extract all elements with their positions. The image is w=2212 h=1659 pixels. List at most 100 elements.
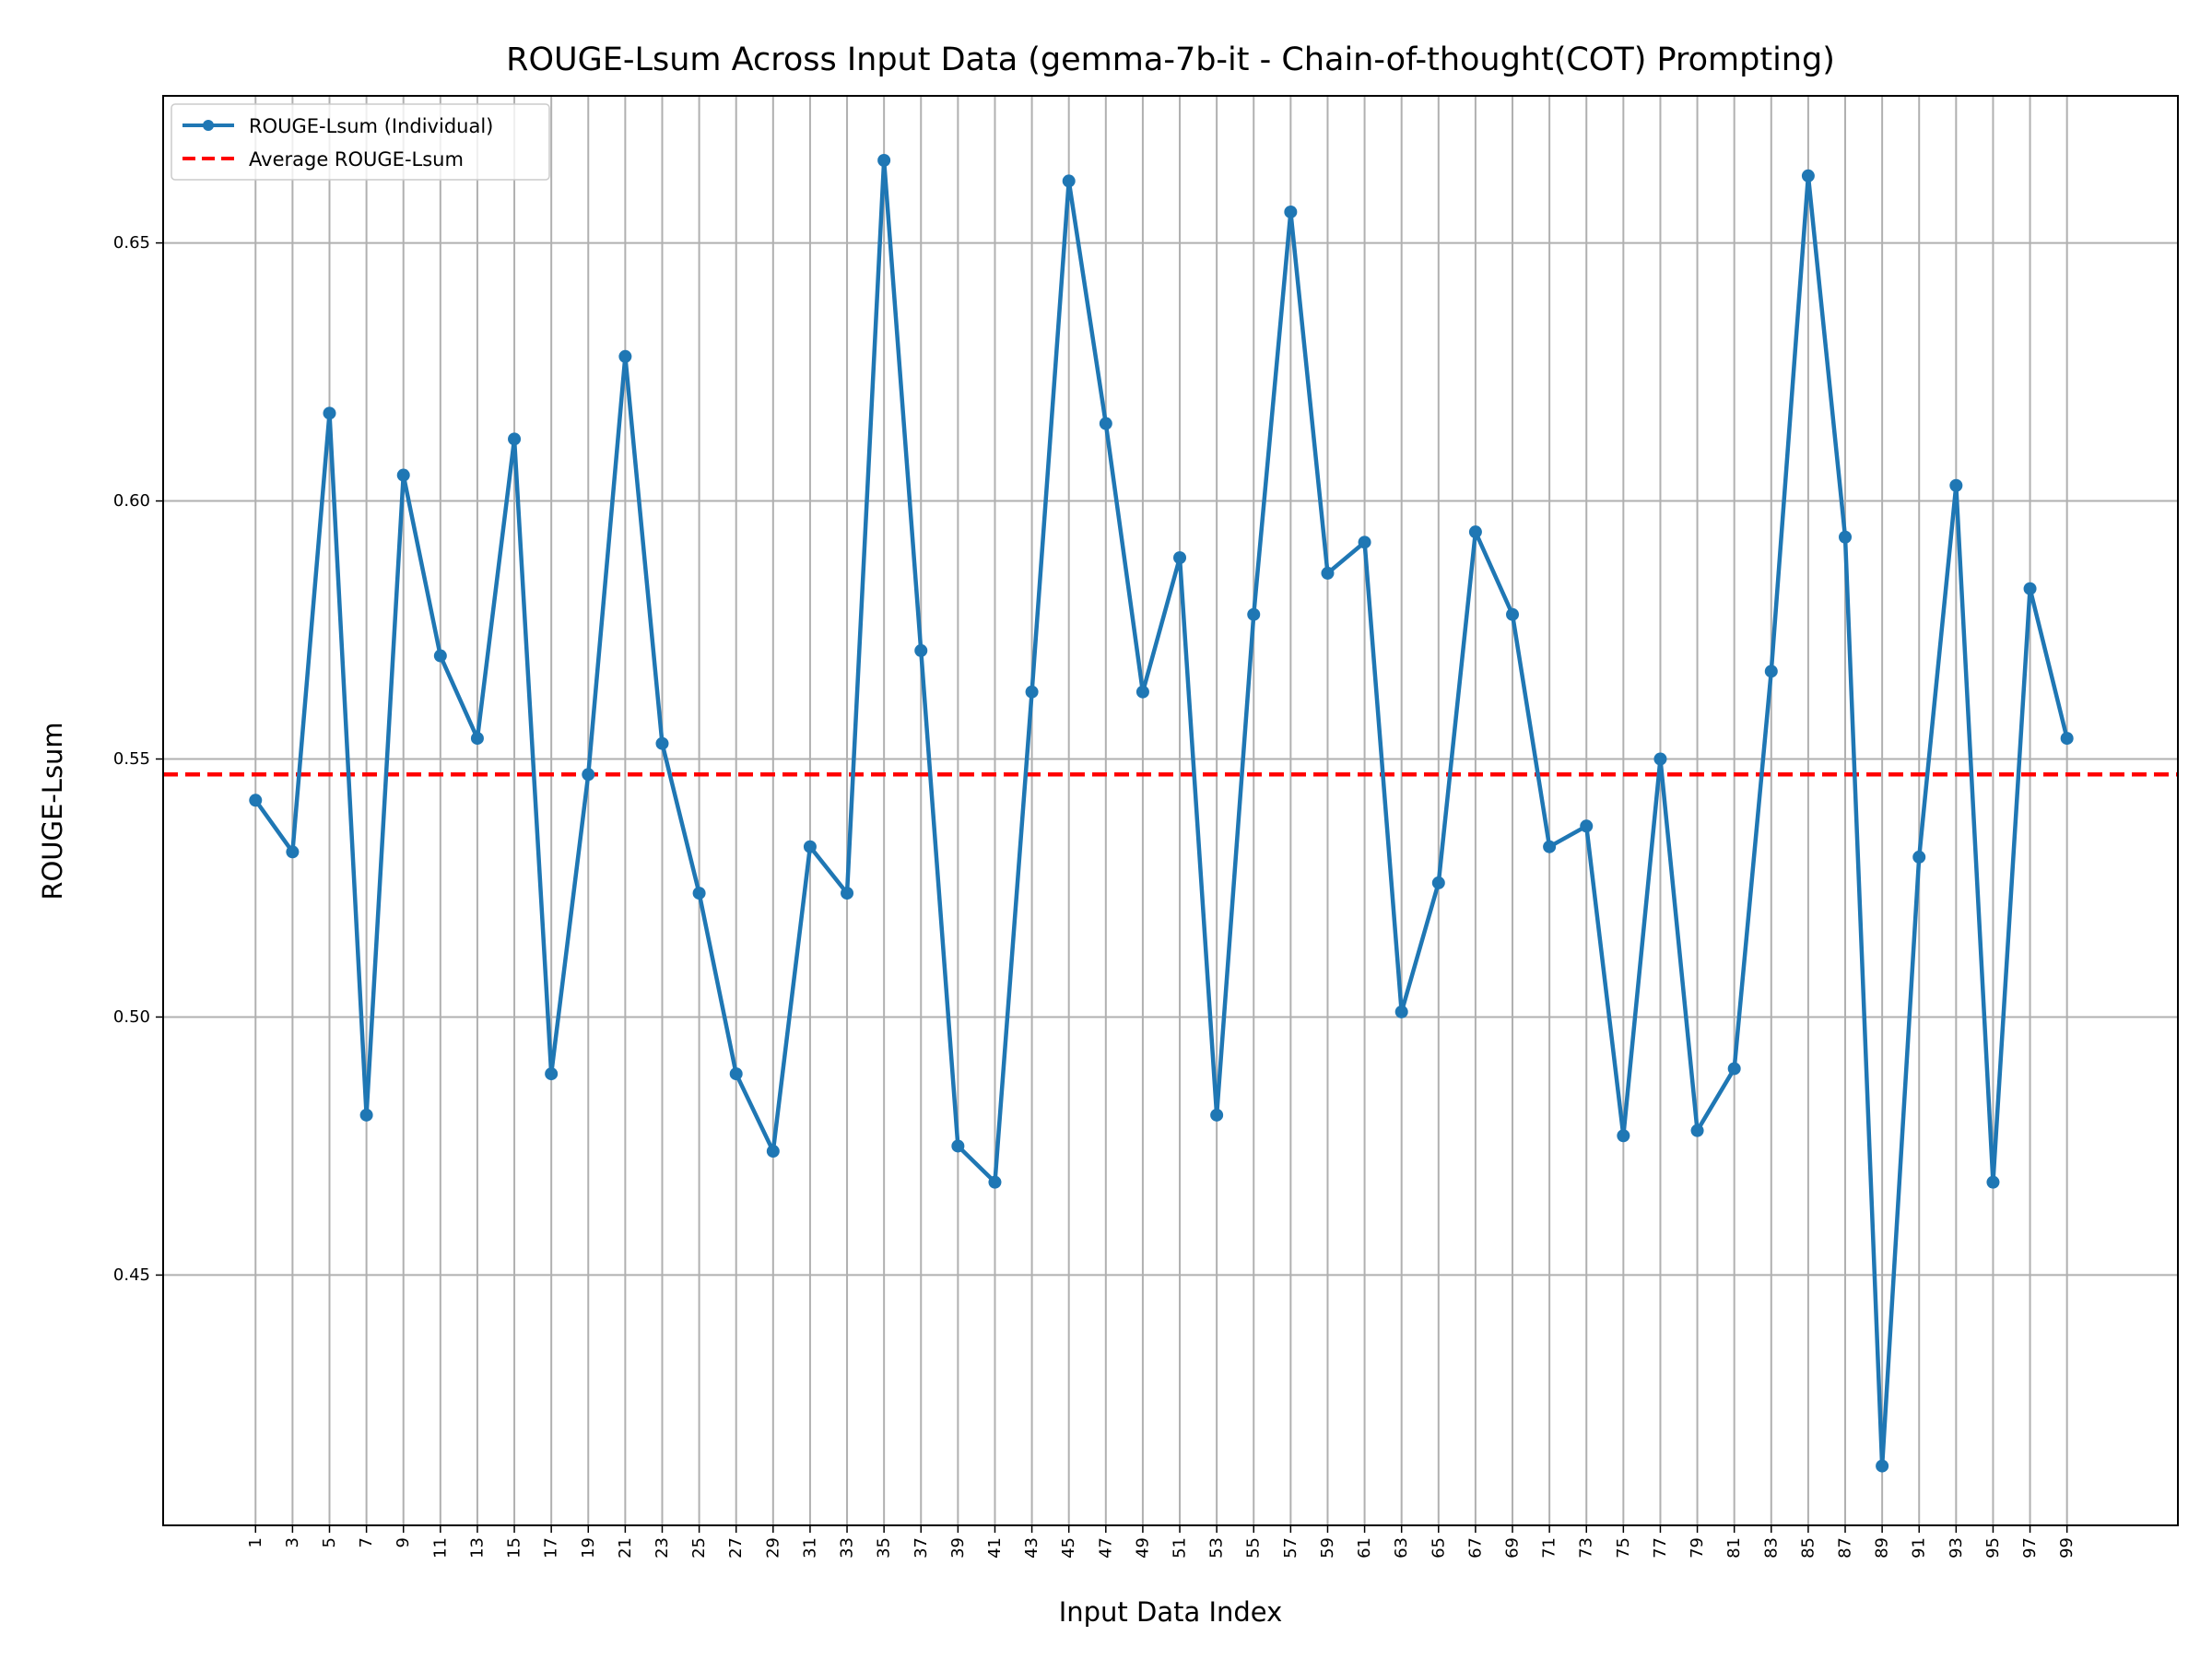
x-tick-label: 99 (2057, 1537, 2077, 1559)
x-tick-label: 79 (1688, 1537, 1707, 1559)
data-point (508, 432, 522, 446)
data-point (618, 349, 632, 363)
x-tick-label: 81 (1724, 1537, 1744, 1559)
data-point (729, 1067, 743, 1081)
x-tick-label: 25 (689, 1537, 709, 1559)
x-tick-label: 31 (800, 1537, 819, 1559)
y-tick-label: 0.55 (113, 749, 150, 769)
data-point (841, 887, 854, 900)
data-point (951, 1139, 965, 1153)
data-point (914, 643, 928, 657)
data-point (1801, 169, 1815, 182)
x-ticks: 1 3 5 7 9 11 13 15 17 19 21 23 25 27 29 31 33 35 37 39 41 43 4… (246, 1525, 2077, 1559)
x-tick-label: 29 (763, 1537, 782, 1559)
data-point (1912, 850, 1926, 864)
x-tick-label: 51 (1171, 1537, 1190, 1559)
data-point (1986, 1175, 2000, 1189)
data-point (1173, 551, 1187, 565)
data-point (470, 732, 484, 746)
data-point (1210, 1108, 1224, 1122)
data-point (1321, 566, 1335, 580)
data-point (1394, 1005, 1408, 1018)
legend-box (171, 103, 550, 181)
series-layer (249, 153, 2074, 1473)
data-point (545, 1067, 559, 1081)
data-point (1690, 1124, 1704, 1137)
x-tick-label: 59 (1318, 1537, 1337, 1559)
data-point (359, 1108, 373, 1122)
data-point (1543, 840, 1557, 853)
data-point (396, 468, 410, 482)
x-tick-label: 37 (912, 1537, 931, 1559)
x-tick-label: 83 (1761, 1537, 1781, 1559)
data-point (1839, 530, 1853, 544)
data-point (323, 406, 336, 420)
data-point (1099, 417, 1112, 430)
y-tick-label: 0.65 (113, 233, 150, 253)
data-point (433, 649, 447, 663)
data-point (1949, 478, 1963, 492)
x-tick-label: 93 (1947, 1537, 1966, 1559)
data-point (692, 887, 706, 900)
x-tick-label: 35 (875, 1537, 894, 1559)
x-tick-label: 39 (948, 1537, 968, 1559)
data-point (1431, 876, 1445, 889)
data-point (1062, 174, 1076, 188)
data-point (1025, 685, 1039, 699)
x-tick-label: 49 (1133, 1537, 1152, 1559)
x-tick-label: 67 (1465, 1537, 1485, 1559)
data-point (1876, 1459, 1889, 1473)
x-tick-label: 13 (467, 1537, 487, 1559)
series-line-individual (253, 158, 2069, 1468)
data-point (766, 1145, 780, 1159)
plot-frame (162, 95, 2179, 1526)
legend-marker-individual (203, 120, 214, 131)
x-tick-label: 95 (1983, 1537, 2003, 1559)
data-point (1617, 1129, 1630, 1143)
x-tick-label: 27 (726, 1537, 746, 1559)
data-point (1727, 1062, 1741, 1076)
x-tick-label: 15 (505, 1537, 524, 1559)
x-tick-label: 5 (320, 1537, 339, 1547)
x-tick-label: 19 (579, 1537, 598, 1559)
data-point (877, 153, 891, 167)
data-point (1135, 685, 1149, 699)
x-tick-label: 91 (1910, 1537, 1929, 1559)
y-tick-label: 0.45 (113, 1265, 150, 1285)
x-tick-label: 33 (838, 1537, 857, 1559)
x-tick-label: 41 (985, 1537, 1005, 1559)
x-tick-label: 17 (542, 1537, 561, 1559)
x-tick-label: 89 (1873, 1537, 1892, 1559)
x-tick-label: 85 (1798, 1537, 1818, 1559)
x-tick-label: 7 (357, 1537, 376, 1547)
x-tick-label: 23 (653, 1537, 672, 1559)
x-tick-label: 57 (1281, 1537, 1300, 1559)
data-point (655, 736, 669, 750)
data-point (1764, 665, 1778, 678)
x-tick-label: 53 (1207, 1537, 1227, 1559)
x-tick-label: 45 (1059, 1537, 1078, 1559)
x-tick-label: 21 (616, 1537, 635, 1559)
x-tick-label: 3 (283, 1537, 302, 1547)
data-point (803, 840, 817, 853)
x-tick-label: 75 (1614, 1537, 1633, 1559)
x-tick-label: 65 (1429, 1537, 1448, 1559)
x-tick-label: 71 (1540, 1537, 1559, 1559)
data-point (2023, 582, 2037, 595)
legend-label-individual: ROUGE-Lsum (Individual) (249, 115, 493, 137)
data-point (2060, 732, 2074, 746)
x-axis-label: Input Data Index (1059, 1596, 1283, 1628)
legend-label-average: Average ROUGE-Lsum (249, 148, 464, 171)
data-point (1468, 525, 1482, 539)
data-point (249, 794, 263, 807)
x-tick-label: 69 (1503, 1537, 1523, 1559)
data-point (988, 1175, 1002, 1189)
legend: ROUGE-Lsum (Individual) Average ROUGE-Ls… (171, 103, 550, 181)
data-point (582, 768, 595, 782)
x-tick-label: 55 (1244, 1537, 1264, 1559)
x-tick-label: 77 (1651, 1537, 1670, 1559)
data-point (1506, 607, 1520, 621)
x-tick-label: 43 (1022, 1537, 1041, 1559)
chart-title: ROUGE-Lsum Across Input Data (gemma-7b-i… (506, 41, 1835, 78)
